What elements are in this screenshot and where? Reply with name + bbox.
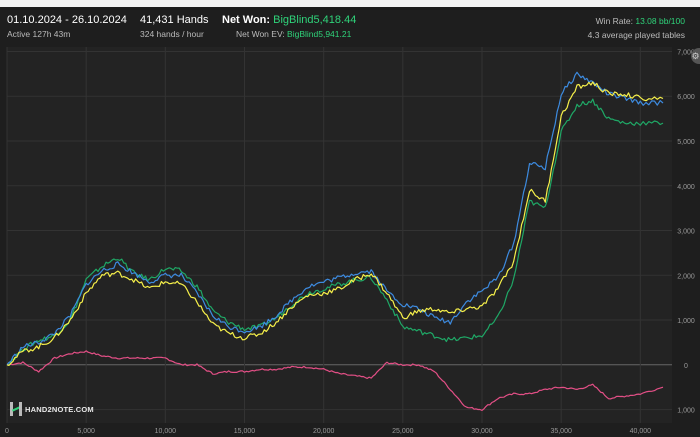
x-tick-label: 40,000 [630,428,652,435]
net-won-ev-label: Net Won EV: [236,29,285,39]
hands-block: 41,431 Hands 324 hands / hour [140,14,209,39]
x-tick-label: 20,000 [313,428,335,435]
logo-text: HAND2NOTE.COM [25,404,94,414]
logo: HAND2NOTE.COM [10,402,94,416]
plot-area [7,47,672,423]
x-tick-label: 15,000 [234,428,256,435]
gear-icon[interactable]: ⚙ [691,48,700,64]
x-tick-label: 0 [5,428,9,435]
y-tick-label: 4,000 [677,184,695,191]
net-won-ev-value: BigBlind5,941.21 [287,29,352,39]
hands-rate: 324 hands / hour [140,29,204,39]
avg-tables: 4.3 average played tables [587,30,685,40]
y-tick-label: 2,000 [677,273,695,280]
x-tick-label: 35,000 [550,428,572,435]
series-line-non-showdown [6,350,664,411]
x-tick-label: 25,000 [392,428,414,435]
y-tick-label: 5,000 [677,139,695,146]
date-range: 01.10.2024 - 26.10.2024 [7,14,127,26]
series-line-net-won [6,81,664,366]
y-tick-label: 1,000 [677,318,695,325]
series-line-net-won-ev [6,71,664,366]
y-tick-label: 6,000 [677,94,695,101]
x-tick-label: 30,000 [471,428,493,435]
y-tick-label: 7,000 [677,49,695,56]
date-range-block: 01.10.2024 - 26.10.2024 Active 127h 43m [7,14,127,39]
win-rate-block: Win Rate: 13.08 bb/100 4.3 average playe… [588,16,685,40]
x-tick-label: 5,000 [77,428,95,435]
net-won-block: Net Won: BigBlind5,418.44 Net Won EV: Bi… [222,14,356,39]
top-bar [0,0,700,7]
y-tick-label: 3,000 [677,229,695,236]
net-won-value: BigBlind5,418.44 [273,14,357,26]
active-time: Active 127h 43m [7,29,71,39]
win-rate-label: Win Rate: [595,16,633,26]
y-tick-label: 0 [684,363,688,370]
y-tick-label: 1,000 [677,408,695,415]
x-tick-label: 10,000 [155,428,177,435]
net-won-label: Net Won: [222,14,271,26]
hands-count: 41,431 Hands [140,14,209,26]
logo-mark [10,402,22,416]
win-rate-value: 13.08 bb/100 [635,16,685,26]
series-line-showdown [6,98,664,366]
